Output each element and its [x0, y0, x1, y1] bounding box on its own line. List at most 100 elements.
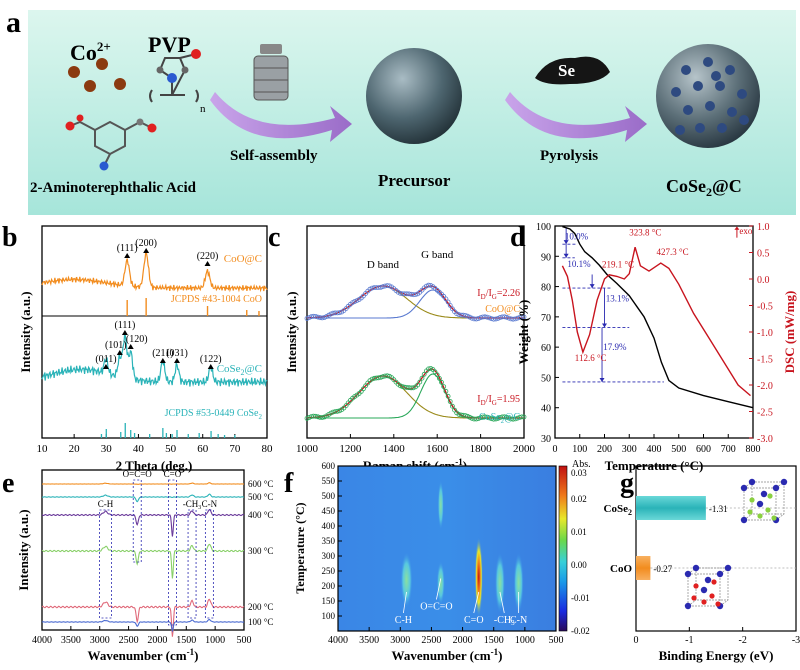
raman-data-point: [443, 388, 449, 394]
raman-data-point: [315, 314, 321, 320]
atom: [740, 516, 748, 524]
atom: [704, 576, 712, 584]
band-label: C=O: [164, 469, 182, 479]
atom: [715, 601, 721, 607]
binding-energy-bar: [636, 556, 651, 580]
raman-data-point: [454, 311, 460, 317]
raman-data-point: [515, 315, 520, 321]
raman-data-point: [410, 292, 416, 298]
d-band-label: D band: [367, 259, 400, 271]
x-tick-label: 30: [101, 443, 113, 455]
value-label: -0.27: [653, 564, 672, 574]
nanoparticle-dot: [695, 123, 705, 133]
cose2-nanoparticles: [671, 57, 749, 135]
colorbar-ticks: 0.03 0.02 0.01 0.00 -0.01 -0.02: [571, 468, 590, 636]
raman-data-point: [330, 409, 336, 415]
x-tick-label: 1600: [426, 443, 449, 455]
raman-data-point: [317, 414, 323, 420]
co-ion-dot: [96, 58, 108, 70]
dsc-curve: [561, 247, 751, 397]
atom: [749, 497, 755, 503]
x-tick-label: -3: [792, 635, 800, 646]
y-tick-label: 400: [322, 521, 336, 531]
x-tick-label: 3000: [90, 635, 110, 646]
x-axis-label: Wavenumber (cm-1): [392, 647, 503, 663]
panel-g-binding-energy: g 0 -1 -2 -3 -1.31 CoSe2 -0.27 CoO Binding Ener…: [604, 465, 800, 663]
raman-data-point: [369, 376, 375, 382]
co-ion-label: Co2+: [70, 39, 111, 65]
atom: [757, 513, 763, 519]
raman-data-point: [384, 283, 390, 289]
nanoparticle-dot: [705, 101, 715, 111]
atom: [748, 478, 756, 486]
colorbar: [558, 465, 568, 632]
raman-data-point: [475, 416, 481, 421]
y-tick-label: 450: [322, 506, 336, 516]
x-axis-label: Binding Energy (eV): [659, 648, 774, 663]
ftir-spectrum: [42, 482, 244, 485]
x-tick-label: -1: [685, 635, 693, 646]
band-highlight-box: [187, 509, 197, 619]
temperature-label: 500 °C: [248, 492, 273, 502]
x-tick-label: 600: [696, 444, 711, 455]
x-tick-label: 1000: [515, 635, 535, 646]
exo-label: exo: [739, 226, 752, 236]
raman-data-point: [484, 314, 490, 320]
nanoparticle-dot: [671, 87, 681, 97]
band-pointer: [473, 591, 480, 614]
panel-label-d: d: [510, 222, 526, 253]
ftir-spectrum: [41, 493, 245, 503]
raman-data-point: [473, 416, 479, 422]
raman-data-point: [482, 314, 488, 320]
band-highlight-box: [168, 479, 177, 626]
y-tick-label: 600: [322, 461, 336, 471]
raman-data-point: [521, 414, 527, 420]
raman-data-point: [404, 385, 410, 390]
x-tick-label: 20: [69, 443, 81, 455]
raman-data-point: [432, 369, 438, 375]
x-tick-label: 500: [237, 635, 252, 646]
x-axis-label: 2 Theta (deg.): [116, 458, 193, 473]
heatmap-band-co2: [436, 561, 445, 605]
x-tick-label: 4000: [32, 635, 52, 646]
raman-data-point: [445, 393, 451, 399]
raman-data-point: [504, 314, 510, 320]
raman-data-point: [402, 291, 408, 297]
x-tick-label: -2: [738, 635, 746, 646]
panel-label-e: e: [2, 468, 14, 499]
raman-data-point: [304, 316, 310, 321]
raman-data-point: [337, 310, 343, 316]
press-weight-icon: [253, 44, 289, 101]
raman-data-point: [521, 314, 527, 320]
peak-label: (111): [114, 320, 135, 331]
mass-loss-label: 13.1%: [606, 294, 630, 304]
raman-data-point: [360, 386, 366, 392]
temperature-label: 300 °C: [248, 546, 273, 556]
raman-data-point: [317, 315, 323, 321]
raman-data-point: [319, 315, 325, 321]
y-axis-label: Intensity (a.u.): [18, 291, 33, 372]
crystal-structure-icon: [684, 564, 732, 610]
colorbar-tick-label: 0.00: [571, 560, 587, 570]
x-tick-label: 1200: [339, 443, 362, 455]
y-tick-label: 80: [541, 283, 551, 294]
atom: [684, 570, 692, 578]
x-tick-label: 2000: [513, 443, 536, 455]
peak-marker: [127, 344, 134, 349]
co-ion-dot: [68, 66, 80, 78]
raman-data-point: [456, 411, 462, 417]
nanoparticle-dot: [727, 107, 737, 117]
g-band-label: G band: [421, 249, 454, 261]
oxygen-atom: [76, 114, 84, 122]
raman-data-point: [506, 415, 512, 421]
raman-data-point: [447, 302, 453, 308]
heatmap-band-co2-high: [437, 480, 444, 530]
x-tick-label: 500: [671, 444, 686, 455]
y-tick-label: 50: [541, 373, 551, 384]
raman-data-point: [502, 314, 507, 320]
plot-frame: [337, 465, 557, 632]
peak-label: (101): [105, 340, 127, 351]
x-tick-label: 3500: [359, 635, 379, 646]
raman-data-point: [384, 373, 390, 379]
